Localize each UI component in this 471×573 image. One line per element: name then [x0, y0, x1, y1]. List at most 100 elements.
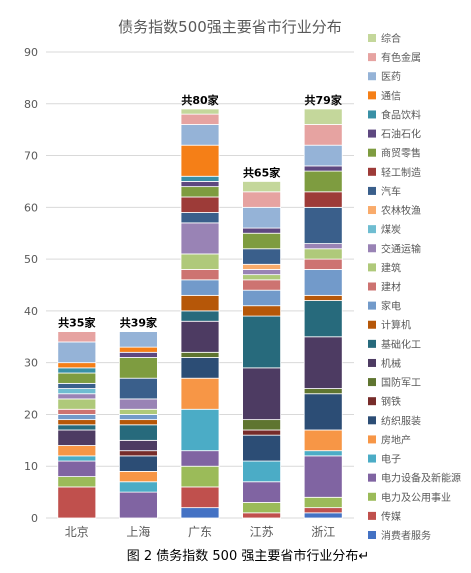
- bar-segment: [119, 470, 158, 483]
- bar-segment: [119, 491, 158, 519]
- bar-total-label: 共79家: [305, 93, 343, 107]
- bar-segment: [303, 496, 343, 509]
- legend-swatch: [368, 339, 376, 348]
- bar-segment: [180, 279, 220, 296]
- x-tick-label: 广东: [188, 525, 212, 539]
- legend-swatch: [368, 378, 376, 387]
- legend-swatch: [368, 358, 376, 367]
- legend-label: 煤炭: [381, 223, 401, 236]
- bar-segment: [57, 398, 97, 410]
- bar-total-label: 共65家: [243, 165, 281, 179]
- bar-segment: [180, 486, 220, 509]
- legend-swatch: [368, 129, 376, 138]
- bar-segment: [180, 294, 220, 312]
- chart-title: 债务指数500强主要省市行业分布: [118, 18, 342, 36]
- legend-label: 食品饮料: [381, 108, 421, 121]
- legend-swatch: [368, 301, 376, 310]
- bar-segment: [57, 460, 97, 477]
- bar-segment: [57, 429, 97, 446]
- bar-segment: [180, 450, 220, 467]
- bar-segment: [119, 351, 158, 358]
- bar-segment: [180, 144, 220, 177]
- bar-segment: [303, 191, 343, 208]
- y-tick-label: 80: [24, 98, 38, 111]
- bar-segment: [180, 408, 220, 452]
- legend-swatch: [368, 186, 376, 195]
- legend-label: 汽车: [381, 185, 401, 198]
- chart-caption: 图 2 债务指数 500 强主要省市行业分布↵: [127, 548, 370, 564]
- bar-segment: [180, 465, 220, 488]
- bar-segment: [242, 305, 282, 317]
- legend-swatch: [368, 225, 376, 234]
- bar-segment: [180, 320, 220, 353]
- bar-segment: [57, 341, 97, 364]
- bar-segment: [242, 206, 282, 229]
- legend-label: 国防军工: [381, 376, 421, 389]
- legend-swatch: [368, 492, 376, 501]
- x-tick-label: 江苏: [250, 525, 274, 539]
- legend-swatch: [368, 473, 376, 482]
- bar-segment: [119, 331, 158, 348]
- y-tick-label: 60: [24, 201, 38, 214]
- legend-label: 消费者服务: [381, 529, 431, 542]
- bar-segment: [303, 124, 343, 146]
- bar-segment: [242, 191, 282, 208]
- legend-label: 综合: [381, 32, 401, 45]
- bar-segment: [119, 481, 158, 493]
- bar-segment: [180, 175, 220, 182]
- bar-segment: [57, 372, 97, 384]
- legend-swatch: [368, 320, 376, 329]
- bar-segment: [242, 248, 282, 265]
- bar-segment: [242, 227, 282, 234]
- legend-swatch: [368, 531, 376, 539]
- y-tick-label: 70: [24, 150, 38, 163]
- y-tick-label: 10: [24, 460, 38, 473]
- bar-segment: [57, 331, 97, 343]
- y-tick-label: 50: [24, 253, 38, 266]
- legend-swatch: [368, 244, 376, 253]
- bar-segment: [180, 253, 220, 270]
- legend-label: 轻工制造: [381, 166, 421, 179]
- bar-segment: [180, 186, 220, 198]
- bar-segment: [180, 113, 220, 125]
- bar-segment: [303, 206, 343, 244]
- bar-segment: [57, 445, 97, 457]
- legend-label: 钢铁: [381, 395, 401, 408]
- legend-swatch: [368, 263, 376, 272]
- bar-segment: [242, 502, 282, 514]
- bar-segment: [303, 388, 343, 395]
- bar-segment: [242, 419, 282, 431]
- legend-label: 电力及公用事业: [381, 491, 451, 504]
- legend-swatch: [368, 206, 376, 215]
- bar-segment: [180, 357, 220, 379]
- legend-label: 石油石化: [381, 128, 421, 141]
- bar-segment: [57, 455, 97, 462]
- bar-segment: [242, 434, 282, 462]
- bar-total-label: 共80家: [181, 93, 219, 107]
- bar-segment: [303, 294, 343, 301]
- bar-segment: [119, 419, 158, 426]
- bar-segment: [303, 300, 343, 338]
- bar-segment: [119, 408, 158, 415]
- bar-segment: [242, 279, 282, 291]
- legend-label: 电力设备及新能源: [381, 472, 461, 485]
- bar-segment: [57, 382, 97, 389]
- bar-segment: [180, 269, 220, 281]
- legend-label: 有色金属: [381, 51, 421, 64]
- bar-segment: [57, 408, 97, 415]
- legend-swatch: [368, 416, 376, 425]
- bar-segment: [303, 507, 343, 514]
- legend-swatch: [368, 511, 376, 520]
- bar-segment: [57, 362, 97, 369]
- bar-segment: [57, 419, 97, 426]
- bar-segment: [242, 429, 282, 436]
- bar-segment: [180, 108, 220, 115]
- bar-segment: [303, 450, 343, 457]
- legend-label: 基础化工: [381, 338, 421, 351]
- legend-label: 商贸零售: [381, 147, 421, 160]
- legend-swatch: [368, 53, 376, 62]
- bar-segment: [303, 108, 343, 125]
- legend-label: 电子: [381, 453, 401, 466]
- y-tick-label: 40: [24, 305, 38, 318]
